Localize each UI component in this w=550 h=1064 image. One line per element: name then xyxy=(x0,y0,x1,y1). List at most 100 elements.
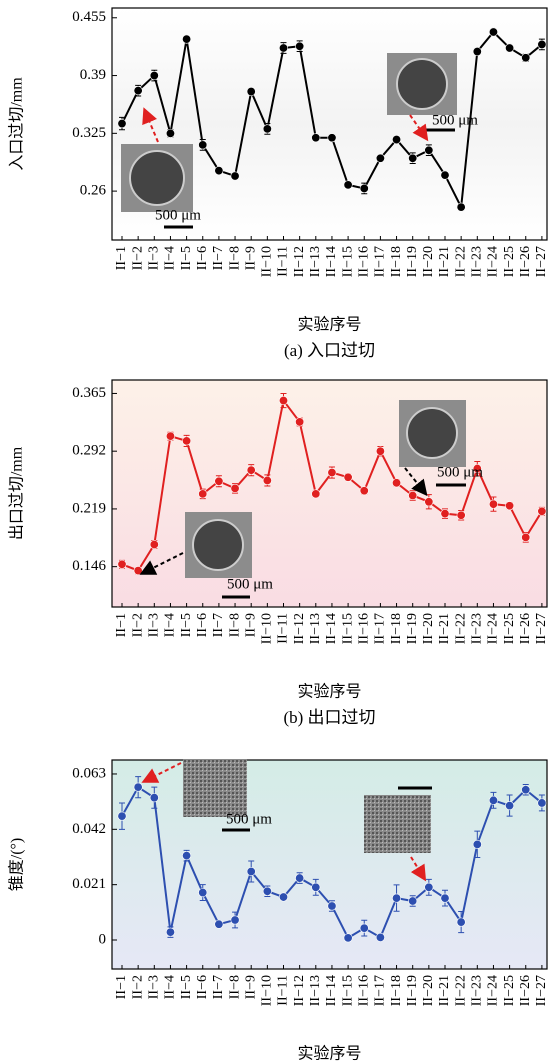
x-tick-label: II−4 xyxy=(163,613,178,637)
data-point xyxy=(133,566,143,576)
data-point xyxy=(149,540,159,550)
data-point xyxy=(505,501,515,511)
x-tick-label: II−9 xyxy=(243,613,258,637)
data-point xyxy=(408,153,418,163)
data-point xyxy=(182,34,192,44)
data-point xyxy=(375,153,385,163)
data-point xyxy=(149,793,159,803)
inset: 500 μm 500 μm xyxy=(121,53,478,229)
y-tick-label: 0.39 xyxy=(80,67,106,83)
data-point xyxy=(424,145,434,155)
data-point xyxy=(456,202,466,212)
data-point xyxy=(537,39,547,49)
data-point xyxy=(262,124,272,134)
data-point xyxy=(182,851,192,861)
y-tick-label: 0.365 xyxy=(72,385,106,401)
x-tick-label: II−11 xyxy=(276,246,291,277)
data-point xyxy=(375,446,385,456)
data-point xyxy=(359,183,369,193)
x-tick-label: II−14 xyxy=(324,975,339,1006)
data-point xyxy=(343,472,353,482)
x-tick-label: II−26 xyxy=(518,975,533,1006)
data-point xyxy=(456,510,466,520)
data-point xyxy=(375,932,385,942)
plot-bg xyxy=(112,760,547,969)
x-tick-label: II−3 xyxy=(147,246,162,270)
data-point xyxy=(537,798,547,808)
data-point xyxy=(327,901,337,911)
data-point xyxy=(262,475,272,485)
y-tick-label: 0.219 xyxy=(72,500,106,516)
data-point xyxy=(295,41,305,51)
data-point xyxy=(488,499,498,509)
x-tick-label: II−7 xyxy=(211,246,226,270)
data-point xyxy=(262,886,272,896)
x-tick-label: II−15 xyxy=(340,613,355,644)
x-tick-label: II−6 xyxy=(195,613,210,637)
x-axis-label: 实验序号 xyxy=(297,1045,361,1063)
data-point xyxy=(472,47,482,57)
data-point xyxy=(117,811,127,821)
data-point xyxy=(165,128,175,138)
data-point xyxy=(505,801,515,811)
y-tick-label: 0.042 xyxy=(72,821,106,837)
data-point xyxy=(392,135,402,145)
data-point xyxy=(278,396,288,406)
data-point xyxy=(198,140,208,150)
data-point xyxy=(182,436,192,446)
x-tick-label: II−21 xyxy=(437,975,452,1006)
data-point xyxy=(230,171,240,181)
x-tick-label: II−20 xyxy=(421,975,436,1006)
data-point xyxy=(488,795,498,805)
x-tick-label: II−24 xyxy=(486,246,501,277)
data-point xyxy=(198,888,208,898)
data-point xyxy=(392,478,402,488)
data-point xyxy=(165,927,175,937)
x-tick-label: II−21 xyxy=(437,613,452,644)
x-tick-label: II−4 xyxy=(163,246,178,270)
x-tick-label: II−24 xyxy=(486,975,501,1006)
caption: (a) 入口过切 xyxy=(284,341,375,360)
y-tick-label: 0.455 xyxy=(72,9,106,25)
data-point xyxy=(521,53,531,63)
x-tick-label: II−17 xyxy=(373,613,388,644)
x-tick-label: II−19 xyxy=(405,613,420,644)
scale-label: 500 μm xyxy=(226,811,272,827)
data-point xyxy=(214,166,224,176)
scale-label: 500 μm xyxy=(227,576,273,592)
plot-frame xyxy=(111,379,548,608)
x-tick-label: II−22 xyxy=(453,246,468,277)
x-tick-label: II−12 xyxy=(292,246,307,277)
y-tick-label: 0.26 xyxy=(80,183,107,199)
data-point xyxy=(392,893,402,903)
x-tick-label: II−19 xyxy=(405,975,420,1006)
x-axis-label: 实验序号 xyxy=(297,316,361,334)
x-tick-label: II−9 xyxy=(243,975,258,999)
y-tick-label: 0 xyxy=(99,931,107,947)
data-point xyxy=(521,532,531,542)
x-tick-label: II−7 xyxy=(211,975,226,999)
data-point xyxy=(456,917,466,927)
x-tick-label: II−25 xyxy=(502,975,517,1006)
data-point xyxy=(343,933,353,943)
y-axis-label: 锥度/(°) xyxy=(8,838,26,892)
y-axis-label: 出口过切/mm xyxy=(8,446,26,540)
data-point xyxy=(198,489,208,499)
data-point xyxy=(311,133,321,143)
x-tick-label: II−23 xyxy=(470,975,485,1006)
x-tick-label: II−11 xyxy=(276,975,291,1006)
data-point xyxy=(408,490,418,500)
x-tick-label: II−26 xyxy=(518,246,533,277)
x-tick-label: II−4 xyxy=(163,975,178,999)
x-tick-label: II−15 xyxy=(340,975,355,1006)
data-point xyxy=(440,170,450,180)
data-point xyxy=(278,43,288,53)
y-tick-label: 0.146 xyxy=(72,558,106,574)
data-point xyxy=(117,119,127,129)
x-tick-label: II−20 xyxy=(421,246,436,277)
inset: 500 μm 500 μm xyxy=(139,400,483,599)
data-point xyxy=(537,506,547,516)
x-tick-label: II−14 xyxy=(324,246,339,277)
x-tick-label: II−9 xyxy=(243,246,258,270)
